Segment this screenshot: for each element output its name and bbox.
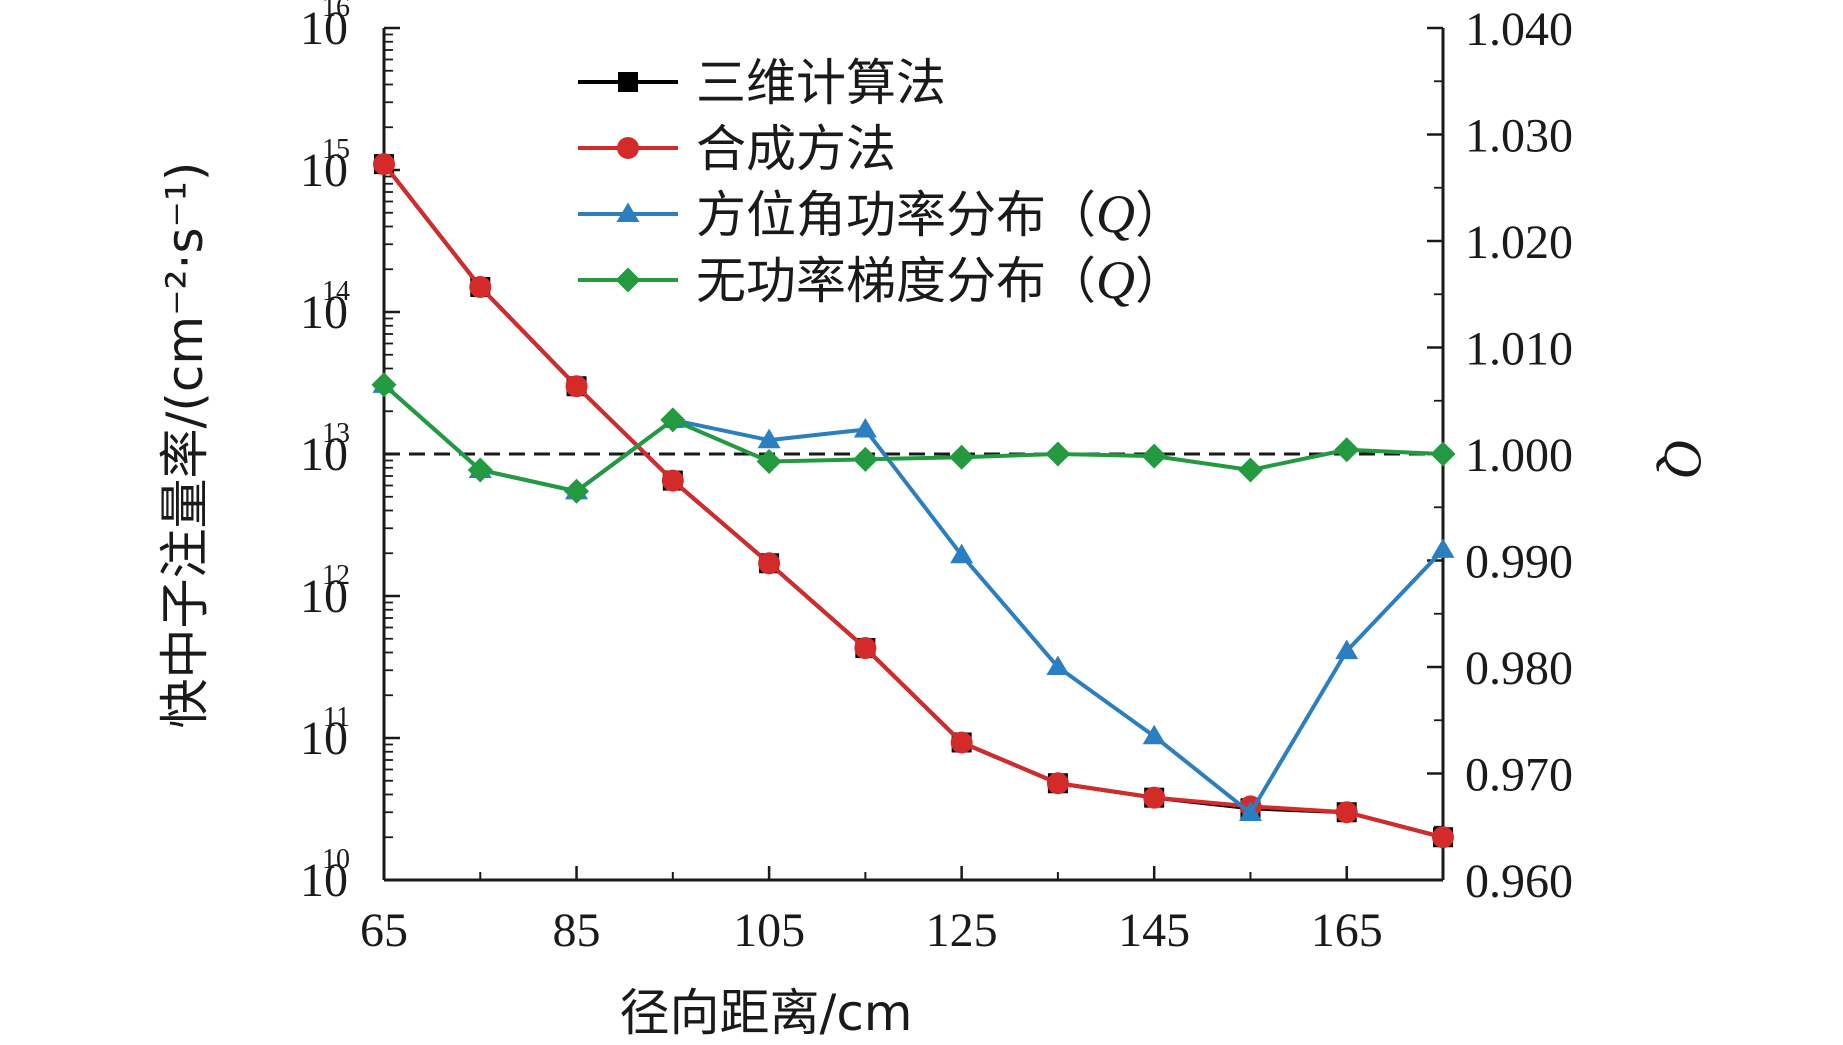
series-line <box>382 383 1445 815</box>
data-point <box>950 543 974 564</box>
y-left-tick-base: 10 <box>300 854 348 907</box>
data-point <box>660 407 686 433</box>
legend-label-italic: Q <box>1096 250 1135 310</box>
data-point <box>564 478 590 504</box>
y-right-tick-label: 0.970 <box>1465 749 1573 802</box>
y-left-tick-exp: 11 <box>323 702 350 733</box>
data-point <box>1046 655 1070 676</box>
legend-label: 无功率梯度分布（Q） <box>696 250 1185 310</box>
data-point <box>852 446 878 472</box>
series-group <box>371 153 1456 849</box>
legend-entry-1: 三维计算法 <box>578 54 946 112</box>
legend-entry-3: 方位角功率分布（Q） <box>578 184 1185 244</box>
data-point <box>758 552 781 575</box>
legend-label-close: ） <box>1135 186 1185 244</box>
data-point <box>853 418 877 438</box>
data-point <box>373 153 395 176</box>
y-left-tick-exp: 16 <box>322 0 350 23</box>
y-left-tick-base: 10 <box>300 2 348 55</box>
data-point <box>854 637 877 660</box>
y-right-tick-label: 0.990 <box>1465 536 1573 589</box>
series-line <box>382 383 1444 494</box>
data-point <box>1238 801 1262 821</box>
y-left-tick-base: 10 <box>300 712 348 765</box>
series-3 <box>372 373 1455 821</box>
data-point <box>617 137 639 159</box>
x-tick-label: 65 <box>360 904 408 957</box>
data-point <box>1237 457 1263 483</box>
data-point <box>1046 772 1069 795</box>
data-point <box>1143 786 1166 809</box>
data-point <box>661 469 684 492</box>
y-axis-right-title: Q <box>1653 439 1713 478</box>
data-point <box>467 457 493 483</box>
data-point <box>1334 437 1360 463</box>
legend-label-italic: Q <box>1096 184 1135 244</box>
data-point <box>1430 441 1456 467</box>
data-point <box>1431 538 1455 558</box>
y-left-tick-exp: 10 <box>322 844 350 875</box>
legend-label: 合成方法 <box>696 120 896 178</box>
data-point <box>1335 801 1358 824</box>
y-right-tick-label: 0.980 <box>1465 642 1573 695</box>
x-tick-label: 105 <box>733 904 805 957</box>
data-point <box>616 202 640 223</box>
data-point <box>1335 639 1359 660</box>
data-point <box>756 448 782 474</box>
y-left-tick-base: 10 <box>300 570 348 623</box>
x-tick-label: 145 <box>1118 904 1190 957</box>
series-4 <box>371 372 1456 504</box>
data-point <box>565 375 588 398</box>
legend-entry-4: 无功率梯度分布（Q） <box>578 250 1185 310</box>
data-point <box>950 731 973 754</box>
y-left-tick-base: 10 <box>300 428 348 481</box>
y-right-tick-label: 1.040 <box>1465 3 1573 56</box>
y-right-tick-label: 1.020 <box>1465 216 1573 269</box>
series-2 <box>373 153 1454 849</box>
y-right-tick-label: 1.000 <box>1465 429 1573 482</box>
series-line <box>382 162 1444 840</box>
data-point <box>1432 826 1454 849</box>
x-tick-label: 165 <box>1311 904 1383 957</box>
y-left-tick-exp: 13 <box>322 418 350 449</box>
data-point <box>615 267 641 293</box>
x-tick-label: 85 <box>553 904 601 957</box>
y-right-tick-label: 0.960 <box>1465 855 1573 908</box>
legend-entry-2: 合成方法 <box>578 120 896 178</box>
y-left-tick-exp: 15 <box>322 134 350 165</box>
legend-label-close: ） <box>1135 252 1185 310</box>
y-right-tick-label: 1.010 <box>1465 323 1573 376</box>
y-left-tick-base: 10 <box>300 144 348 197</box>
legend-label: 方位角功率分布（Q） <box>696 184 1185 244</box>
data-point <box>1141 443 1167 469</box>
data-point <box>1045 441 1071 467</box>
data-point <box>949 444 975 470</box>
y-axis-left-title: 快中子注量率/(cm⁻²·s⁻¹) <box>156 162 214 729</box>
data-point <box>1142 724 1166 745</box>
y-left-tick-exp: 14 <box>322 276 350 307</box>
y-left-tick-exp: 12 <box>322 560 350 591</box>
x-tick-label: 125 <box>926 904 998 957</box>
y-left-tick-base: 10 <box>300 286 348 339</box>
data-point <box>469 275 492 298</box>
data-point <box>371 372 397 398</box>
tick-marks <box>382 26 1443 882</box>
tick-labels: 65 85 105 125 145 165101010111012101310141015… <box>300 0 1573 957</box>
y-right-tick-label: 1.030 <box>1465 110 1573 163</box>
data-point <box>618 72 638 92</box>
x-axis-title: 径向距离/cm <box>619 984 912 1042</box>
data-point <box>757 428 781 449</box>
legend-label: 三维计算法 <box>696 54 946 112</box>
